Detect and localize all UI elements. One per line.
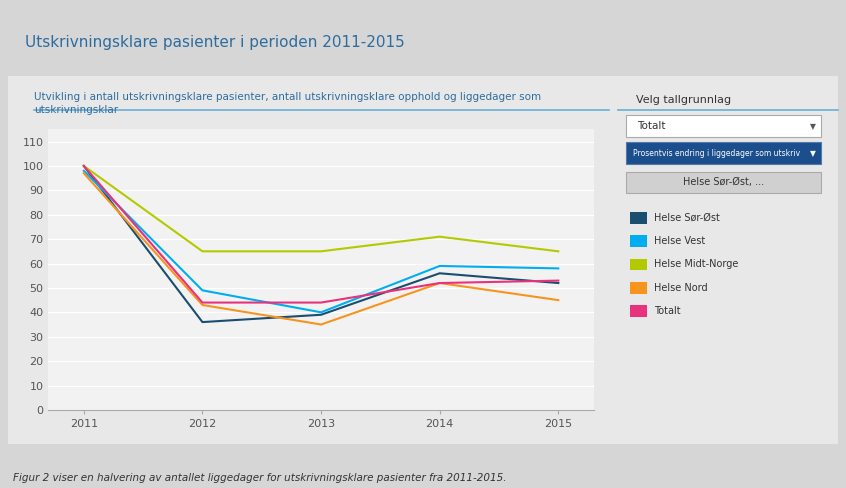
FancyBboxPatch shape (0, 0, 846, 72)
Text: Helse Vest: Helse Vest (654, 236, 706, 246)
FancyBboxPatch shape (626, 142, 821, 164)
Text: Totalt: Totalt (654, 306, 680, 316)
Text: Helse Sør-Øst, ...: Helse Sør-Øst, ... (683, 177, 764, 187)
Text: Helse Sør-Øst: Helse Sør-Øst (654, 213, 720, 223)
FancyBboxPatch shape (626, 171, 821, 193)
Text: Velg tallgrunnlag: Velg tallgrunnlag (636, 95, 731, 104)
Text: Utvikling i antall utskrivningsklare pasienter, antall utskrivningsklare opphold: Utvikling i antall utskrivningsklare pas… (34, 92, 541, 115)
Text: ▼: ▼ (810, 122, 816, 131)
FancyBboxPatch shape (630, 259, 647, 270)
FancyBboxPatch shape (630, 235, 647, 247)
Text: Totalt: Totalt (637, 121, 666, 131)
Text: Figur 2 viser en halvering av antallet liggedager for utskrivningsklare pasiente: Figur 2 viser en halvering av antallet l… (13, 473, 506, 483)
FancyBboxPatch shape (630, 212, 647, 224)
Text: ▼: ▼ (810, 148, 816, 158)
FancyBboxPatch shape (626, 115, 821, 137)
FancyBboxPatch shape (630, 305, 647, 317)
FancyBboxPatch shape (630, 282, 647, 294)
Text: Prosentvis endring i liggedager som utskriv: Prosentvis endring i liggedager som utsk… (633, 148, 800, 158)
Text: Helse Nord: Helse Nord (654, 283, 707, 293)
FancyBboxPatch shape (8, 76, 838, 445)
Text: Helse Midt-Norge: Helse Midt-Norge (654, 260, 739, 269)
Text: Utskrivningsklare pasienter i perioden 2011-2015: Utskrivningsklare pasienter i perioden 2… (25, 35, 405, 50)
